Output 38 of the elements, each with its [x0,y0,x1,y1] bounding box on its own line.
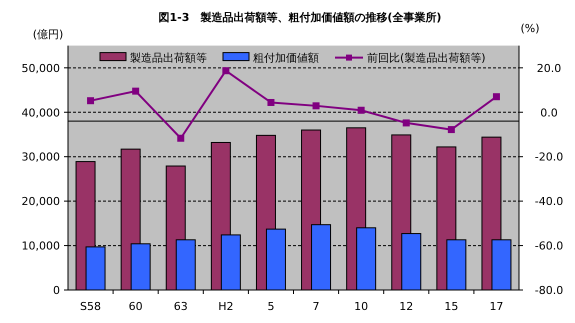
legend-label: 粗付加価値額 [253,52,319,65]
y-tick-label: 30,000 [22,150,60,164]
x-tick-label: 17 [489,300,504,313]
point [87,97,94,104]
point [358,106,365,114]
point [222,67,230,74]
x-tick-label: 5 [267,300,274,313]
x-tick-label: 12 [399,300,414,313]
point [312,102,320,110]
y2-tick-label: -80.0 [534,284,564,297]
x-tick-label: 15 [444,300,458,313]
point [267,98,274,106]
legend-label: 前回比(製造品出荷額等) [367,52,486,65]
y2-tick-label: 20.0 [536,62,562,75]
y2-tick-label: -40.0 [534,195,564,208]
y2-tick-label: -60.0 [534,240,564,253]
y2-axis-title: (%) [520,22,540,35]
point [492,93,500,100]
legend-label: 製造品出荷額等 [130,52,207,65]
y2-tick-label: 0.0 [540,106,558,120]
x-tick-label: 63 [174,300,188,313]
point [402,119,410,126]
x-tick-label: H2 [218,300,234,313]
chart-title: 図1-3 製造品出荷額等、粗付加価値額の推移(全事業所) [158,11,442,24]
x-tick-label: 60 [128,300,143,313]
y-tick-label: 50,000 [22,62,60,75]
y-tick-label: 40,000 [22,106,60,120]
y-tick-label: 10,000 [22,240,60,253]
point [132,88,140,95]
x-tick-label: 7 [312,300,320,313]
point [448,126,455,134]
y-tick-label: 0 [53,284,60,297]
x-tick-label: S58 [80,300,102,313]
y2-tick-label: -20.0 [534,150,564,164]
y-tick-label: 20,000 [22,195,60,208]
point [177,134,184,142]
y-axis-title: (億円) [32,28,64,41]
x-tick-label: 10 [354,300,368,313]
